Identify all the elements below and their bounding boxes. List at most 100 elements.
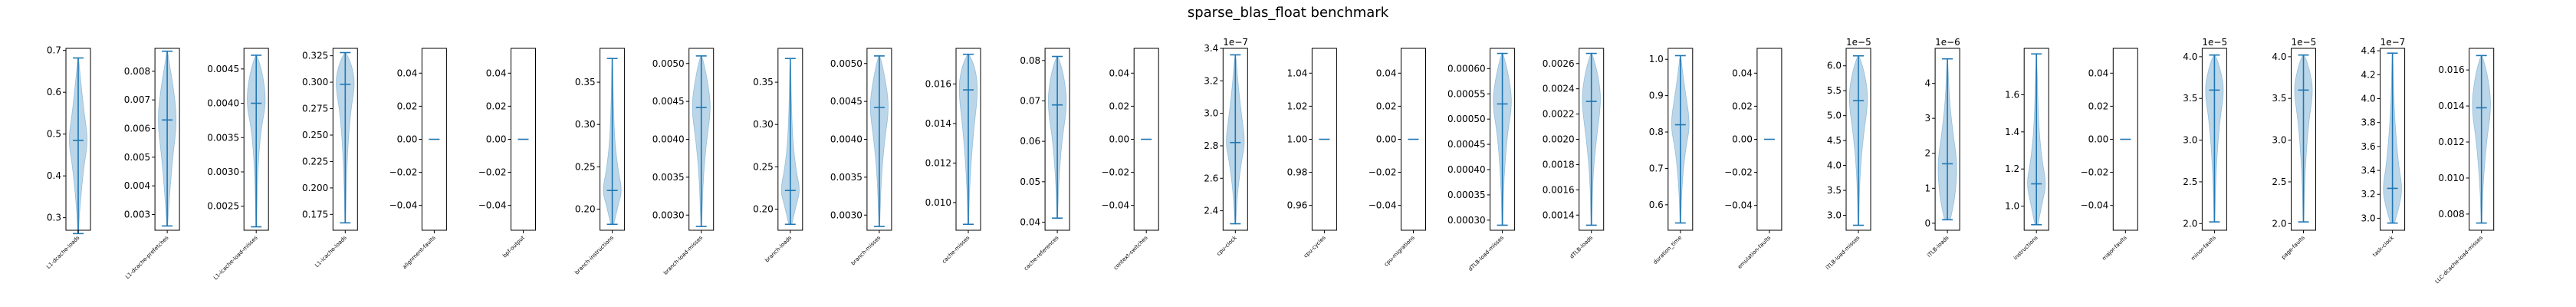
x-tick-label: iTLB-load-misses <box>1825 235 1861 272</box>
y-tick-label: 2.5 <box>2272 177 2286 187</box>
axis-offset-label: 1e−7 <box>1223 37 1248 48</box>
x-tick-label: cpu-migrations <box>1383 235 1416 268</box>
x-tick-label: branch-misses <box>850 235 882 267</box>
x-tick-label: cache-misses <box>941 235 971 265</box>
y-tick-label: 2.8 <box>1204 140 1218 151</box>
y-tick-label: 0.04 <box>397 68 418 78</box>
x-tick-label: branch-loads <box>764 235 793 264</box>
y-tick-label: 0.012 <box>2438 137 2464 147</box>
y-tick-label: 0.014 <box>2438 101 2464 111</box>
y-tick-label: 0.08 <box>1020 55 1040 66</box>
panel-duration_time: 0.6 0.7 0.8 0.9 1.0 duration_time <box>1649 48 1694 266</box>
y-tick-label: 0.0014 <box>1543 210 1575 220</box>
y-tick-label: 0.0016 <box>1543 184 1575 195</box>
y-tick-label: 0.0024 <box>1543 84 1575 94</box>
y-tick-label: 3.5 <box>2272 93 2286 104</box>
panel-iTLB-loads: 0 1 2 3 4 1e−6 iTLB-loads <box>1924 37 1960 259</box>
y-tick-label: 0.0022 <box>1543 109 1575 120</box>
y-tick-label: 0.014 <box>925 118 951 129</box>
y-tick-label: 0.300 <box>302 77 328 87</box>
panel-task-clock: 3.0 3.2 3.4 3.6 3.8 4.0 4.2 4.4 1e−7 task-clock <box>2361 37 2406 258</box>
y-tick-label: 0.00 <box>486 134 507 145</box>
x-tick-label: bpf-output <box>501 235 526 259</box>
y-tick-label: 0.0025 <box>207 201 239 212</box>
panel-cache-misses: 0.010 0.012 0.014 0.016 cache-misses <box>925 48 981 265</box>
y-tick-label: 0.02 <box>1732 101 1753 111</box>
y-tick-label: 2.5 <box>2183 177 2197 187</box>
x-tick-label: LLC-dcache-load-misses <box>2434 235 2485 286</box>
chart-title: sparse_blas_float benchmark <box>1188 5 1389 21</box>
panel-branch-misses: 0.0030 0.0035 0.0040 0.0045 0.0050 branch-mis… <box>830 48 892 266</box>
panel-cache-references: 0.04 0.05 0.06 0.07 0.08 cache-references <box>1020 48 1070 272</box>
panel-alignment-faults: −0.04 −0.02 0.00 0.02 0.04 alignment-faults <box>389 48 447 270</box>
y-tick-label: 0.008 <box>2438 209 2464 220</box>
y-tick-label: 0.06 <box>1020 136 1040 147</box>
panel-major-faults: −0.04 −0.02 0.00 0.02 0.04 major-faults <box>2081 48 2138 262</box>
x-tick-label: task-clock <box>2371 234 2395 258</box>
y-tick-label: 0.175 <box>302 209 328 220</box>
y-tick-label: 0.04 <box>1732 68 1753 78</box>
y-tick-label: 0.016 <box>2438 64 2464 75</box>
y-tick-label: 3.4 <box>2361 165 2376 176</box>
panel-minor-faults: 2.0 2.5 3.0 3.5 4.0 1e−5 minor-faults <box>2183 37 2227 262</box>
y-tick-label: 0.0035 <box>207 132 239 143</box>
y-tick-label: 0.00055 <box>1447 88 1486 99</box>
panel-iTLB-load-misses: 3.0 3.5 4.0 4.5 5.0 5.5 6.0 1e−5 iTLB-load-misse… <box>1825 37 1871 271</box>
x-tick-label: iTLB-loads <box>1926 235 1950 259</box>
violin-panels: 0.30.40.50.60.7L1-dcache-loads0.0030.004… <box>45 37 2495 286</box>
y-tick-label: 0.07 <box>1020 95 1040 106</box>
x-tick-label: major-faults <box>2101 235 2128 262</box>
y-tick-label: 0.9 <box>1649 91 1664 101</box>
y-tick-label: 1.02 <box>1287 101 1308 111</box>
x-tick-label: L1-dcache-loads <box>45 235 80 270</box>
y-tick-label: 0.006 <box>124 124 150 134</box>
x-tick-label: cpu-clock <box>1216 234 1239 257</box>
y-tick-label: 0.0026 <box>1543 58 1575 69</box>
y-tick-label: −0.02 <box>1368 167 1397 178</box>
y-tick-label: 0.98 <box>1287 167 1308 178</box>
y-tick-label: 2.0 <box>2183 218 2197 229</box>
axis-offset-label: 1e−5 <box>1846 37 1871 48</box>
y-tick-label: 0.00060 <box>1447 63 1486 74</box>
y-tick-label: 0.8 <box>1649 127 1664 137</box>
y-tick-label: 3.8 <box>2361 117 2376 128</box>
y-tick-label: 0.325 <box>302 51 328 61</box>
panel-branch-load-misses: 0.0030 0.0035 0.0040 0.0045 0.0050 branch-loa… <box>652 48 715 276</box>
panel-L1-dcache-loads: 0.3 0.4 0.5 0.6 0.7 L1-dcache-loads <box>45 45 91 270</box>
y-tick-label: 2.6 <box>1204 173 1218 183</box>
y-tick-label: 0.00045 <box>1447 139 1486 150</box>
y-tick-label: 0.250 <box>302 130 328 140</box>
y-tick-label: 0.6 <box>47 87 61 97</box>
y-tick-label: −0.04 <box>389 200 418 211</box>
y-tick-label: 0.02 <box>1109 101 1129 111</box>
y-tick-label: −0.02 <box>1101 167 1129 178</box>
panel-dTLB-load-misses: 0.00030 0.00035 0.00040 0.00045 0.00050 0.000… <box>1447 48 1516 272</box>
y-tick-label: 3.0 <box>2361 213 2376 223</box>
y-tick-label: 0.02 <box>486 101 507 111</box>
x-tick-label: instructions <box>2013 235 2039 262</box>
y-tick-label: 0.0050 <box>830 58 863 69</box>
x-tick-label: branch-instructions <box>573 235 615 276</box>
y-tick-label: 0.004 <box>124 180 150 191</box>
panel-dTLB-loads: 0.0014 0.0016 0.0018 0.0020 0.0022 0.0024 0.00… <box>1543 48 1605 260</box>
y-tick-label: 3.0 <box>2183 135 2197 146</box>
x-tick-label: L1-dcache-prefetches <box>124 235 170 281</box>
y-tick-label: 4 <box>1924 78 1930 89</box>
y-tick-label: 0.25 <box>753 161 774 172</box>
y-tick-label: 4.0 <box>2272 51 2286 62</box>
y-tick-label: 0.00 <box>1376 134 1397 145</box>
y-tick-label: 0.0040 <box>652 134 685 145</box>
y-tick-label: 1.6 <box>2005 89 2019 100</box>
y-tick-label: 0.35 <box>575 77 596 87</box>
y-tick-label: −0.04 <box>478 200 507 211</box>
y-tick-label: 3.5 <box>2183 93 2197 104</box>
y-tick-label: 4.0 <box>2183 51 2197 62</box>
y-tick-label: 1.04 <box>1287 68 1308 78</box>
panel-L1-icache-load-misses: 0.0025 0.0030 0.0035 0.0040 0.0045 L1-icache-… <box>207 48 269 281</box>
y-tick-label: 0.20 <box>575 203 596 214</box>
y-tick-label: 0.00035 <box>1447 190 1486 200</box>
x-tick-label: emulation-faults <box>1737 235 1772 270</box>
y-tick-label: 0.225 <box>302 156 328 167</box>
panel-page-faults: 2.0 2.5 3.0 3.5 4.0 1e−5 page-faults <box>2272 37 2316 260</box>
